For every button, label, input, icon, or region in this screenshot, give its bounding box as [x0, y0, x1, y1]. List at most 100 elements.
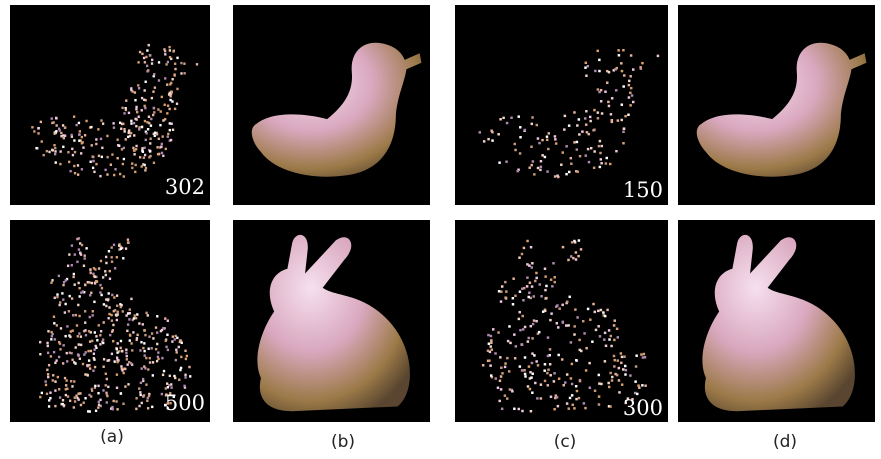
point [115, 400, 117, 402]
point [108, 317, 110, 319]
point [570, 163, 572, 165]
point [88, 281, 90, 283]
point [135, 164, 137, 166]
point [507, 340, 509, 342]
caption: (d) [773, 432, 797, 452]
point [45, 384, 47, 386]
point [620, 362, 622, 364]
point [168, 46, 170, 48]
point [116, 294, 118, 296]
point [106, 173, 108, 175]
point [606, 309, 608, 311]
point [549, 348, 551, 350]
point [147, 69, 149, 71]
point [145, 132, 147, 134]
point [141, 402, 143, 404]
point [571, 363, 573, 365]
point [116, 305, 118, 307]
point [174, 108, 176, 110]
point [174, 377, 176, 379]
point [50, 331, 52, 333]
point [585, 347, 587, 349]
point [549, 319, 551, 321]
point [121, 369, 123, 371]
point [591, 341, 593, 343]
panels [10, 5, 875, 422]
point [129, 135, 131, 137]
point [74, 283, 76, 285]
point [77, 304, 79, 306]
point [110, 314, 112, 316]
point [538, 142, 540, 144]
point [163, 48, 165, 50]
point [603, 338, 605, 340]
point [527, 385, 529, 387]
point [605, 162, 607, 164]
point [130, 120, 132, 122]
point [139, 349, 141, 351]
point [514, 295, 516, 297]
point [500, 300, 502, 302]
point [644, 384, 646, 386]
point [535, 277, 537, 279]
point [140, 394, 142, 396]
point [622, 142, 624, 144]
point [171, 100, 173, 102]
point [497, 331, 499, 333]
point [147, 368, 149, 370]
point [78, 332, 80, 334]
point [39, 396, 41, 398]
point [175, 349, 177, 351]
point [125, 348, 127, 350]
point [522, 328, 524, 330]
point [172, 50, 174, 52]
point [530, 410, 532, 412]
point [48, 405, 50, 407]
point [501, 408, 503, 410]
point [167, 135, 169, 137]
point [636, 393, 638, 395]
point [532, 160, 534, 162]
point [562, 151, 564, 153]
point [531, 266, 533, 268]
point [530, 376, 532, 378]
point [621, 70, 623, 72]
point [581, 130, 583, 132]
point [519, 126, 521, 128]
point [93, 171, 95, 173]
point [530, 146, 532, 148]
point [120, 365, 122, 367]
point [575, 258, 577, 260]
point [543, 369, 545, 371]
point [513, 333, 515, 335]
point [51, 149, 53, 151]
point [144, 120, 146, 122]
point [529, 371, 531, 373]
point [523, 247, 525, 249]
point [62, 284, 64, 286]
point [148, 335, 150, 337]
point [518, 318, 520, 320]
point [501, 285, 503, 287]
point [518, 115, 520, 117]
point [588, 161, 590, 163]
point [145, 139, 147, 141]
point [566, 402, 568, 404]
point [60, 132, 62, 134]
point [96, 339, 98, 341]
point [158, 138, 160, 140]
point [130, 342, 132, 344]
point [89, 367, 91, 369]
point [37, 127, 39, 129]
point [518, 408, 520, 410]
point [573, 333, 575, 335]
point [170, 82, 172, 84]
point [573, 111, 575, 113]
point [188, 366, 190, 368]
point [65, 379, 67, 381]
point [138, 126, 140, 128]
point [169, 49, 171, 51]
point [622, 85, 624, 87]
panel [233, 220, 430, 422]
point [67, 151, 69, 153]
